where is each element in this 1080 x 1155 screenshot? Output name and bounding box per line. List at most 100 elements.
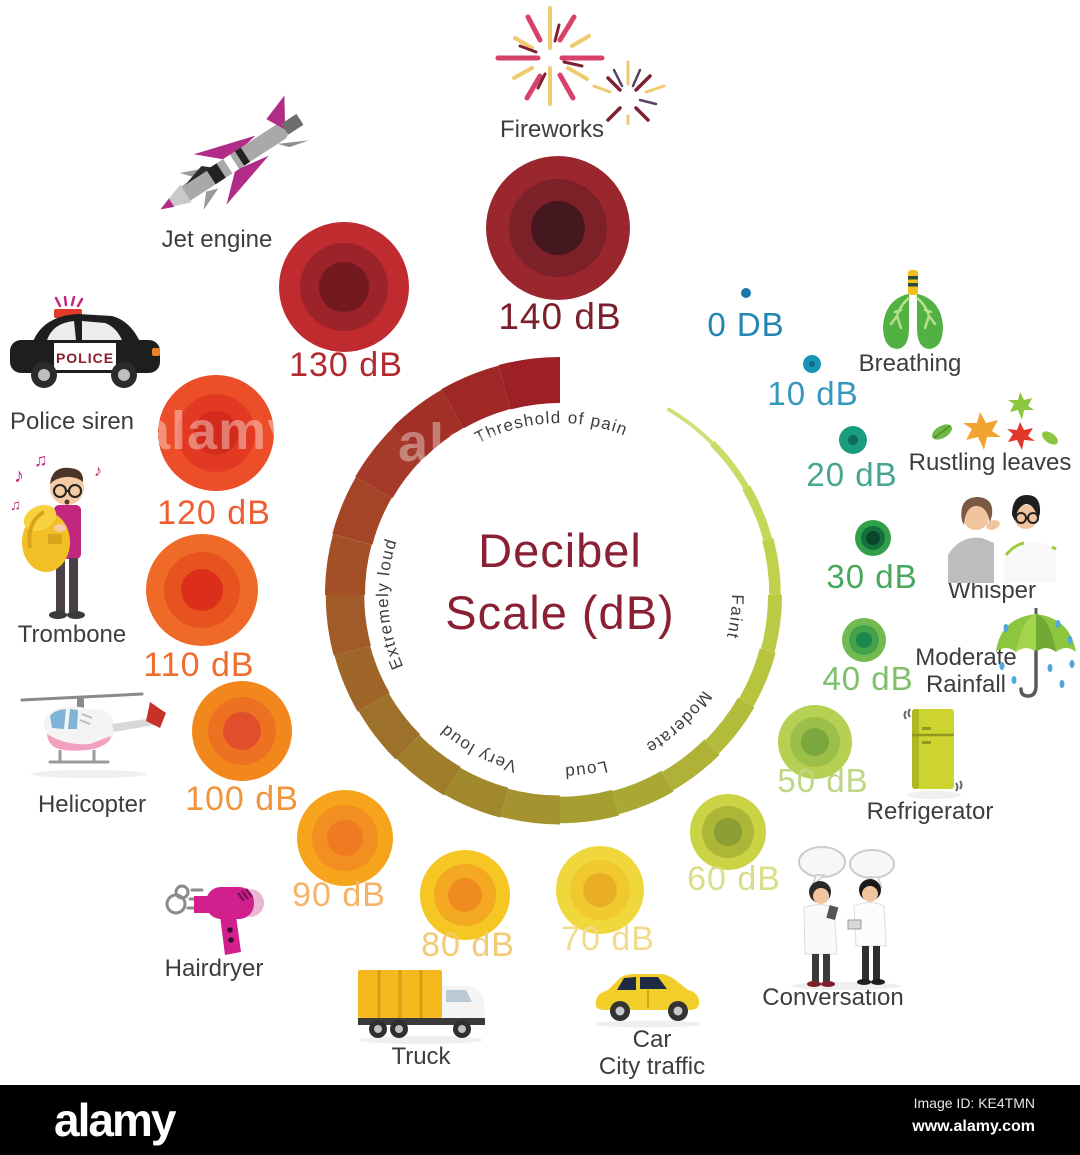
db-label-90: 90 dB [292, 876, 386, 914]
level-circle-60-core [713, 817, 743, 847]
level-circle-0 [741, 288, 751, 298]
police-car-text: POLICE [56, 350, 114, 366]
level-circle-0-core [744, 291, 748, 295]
music-note-icon: ♪ [94, 463, 102, 480]
hairdryer-icon [165, 884, 264, 955]
level-circle-140-mid [509, 179, 607, 277]
db-label-10: 10 dB [767, 375, 859, 412]
level-circle-20 [839, 426, 867, 454]
police-car-icon: POLICE [10, 296, 160, 388]
item-label-truck: Truck [391, 1043, 451, 1070]
level-circle-130-core [319, 262, 369, 312]
svg-text:Faint: Faint [723, 594, 747, 641]
db-label-100: 100 dB [185, 780, 299, 818]
level-circle-40-core [855, 631, 873, 649]
db-label-20: 20 dB [806, 456, 898, 493]
level-circle-60 [690, 794, 766, 870]
level-circle-30-mid [860, 525, 886, 551]
db-label-80: 80 dB [421, 926, 515, 964]
item-label-rustling-leaves: Rustling leaves [908, 449, 1072, 476]
arc-gradient-ring [324, 356, 783, 825]
level-circle-90-mid [312, 805, 378, 871]
db-label-120: 120 dB [157, 494, 271, 532]
level-circle-130-mid [299, 242, 389, 332]
level-circle-30-core [866, 531, 880, 545]
level-circle-120-mid [176, 393, 256, 473]
level-circle-130 [279, 222, 409, 352]
level-circle-90-core [326, 819, 364, 857]
music-note-icon: ♫ [10, 497, 21, 514]
level-circle-60-mid [702, 806, 754, 858]
level-circle-70-mid [570, 860, 630, 920]
db-label-140: 140 dB [498, 296, 622, 337]
item-label-city-traffic: City traffic [598, 1053, 706, 1080]
website-url: www.alamy.com [912, 1118, 1035, 1135]
level-circle-20-mid [843, 430, 863, 450]
level-circle-120 [158, 375, 274, 491]
level-circle-30 [855, 520, 891, 556]
trombone-player-icon: ♪ ♫ ♫ ♪ [10, 450, 102, 619]
level-circle-40 [842, 618, 886, 662]
arc-label-loud: Loud [564, 757, 609, 782]
level-circle-110-core [180, 568, 224, 612]
level-circle-110-mid [163, 551, 241, 629]
whisper-icon [948, 495, 1057, 583]
truck-icon [358, 970, 485, 1044]
footer-bar: alamy Image ID: KE4TMN www.alamy.com [0, 1085, 1080, 1155]
watermark-alamy: alamy [140, 401, 299, 461]
music-note-icon: ♫ [34, 450, 48, 470]
fighter-jet-icon [160, 95, 309, 210]
level-circle-70 [556, 846, 644, 934]
title-line-2: Scale (dB) [445, 586, 675, 639]
arc-label-faint: Faint [723, 594, 746, 641]
level-circle-100-mid [208, 697, 276, 765]
fireworks-icon [495, 6, 666, 125]
umbrella-rain-icon [996, 608, 1076, 698]
item-label-jet-engine: Jet engine [161, 226, 273, 253]
lungs-icon [883, 270, 943, 349]
car-icon [595, 974, 700, 1028]
level-circle-10 [803, 355, 821, 373]
item-label-breathing: Breathing [858, 350, 962, 377]
db-label-0: 0 DB [707, 306, 785, 343]
db-label-110: 110 dB [143, 646, 255, 684]
db-label-70: 70 dB [561, 920, 655, 958]
alamy-logo: alamy [54, 1094, 176, 1146]
level-circle-0-mid [742, 289, 750, 297]
image-id: Image ID: KE4TMN [913, 1095, 1035, 1111]
level-circle-50 [778, 705, 852, 779]
db-label-50: 50 dB [777, 762, 869, 799]
leaves-icon [932, 392, 1058, 450]
db-label-30: 30 dB [826, 558, 918, 595]
level-circle-100 [192, 681, 292, 781]
level-circle-80 [420, 850, 510, 940]
level-circle-50-mid [789, 716, 841, 768]
db-label-60: 60 dB [687, 860, 781, 898]
level-circle-10-core [808, 360, 816, 368]
item-label-hairdryer: Hairdryer [164, 955, 264, 982]
db-label-40: 40 dB [822, 660, 914, 697]
level-circle-40-mid [849, 625, 879, 655]
level-circle-70-core [583, 873, 617, 907]
level-circle-140 [486, 156, 630, 300]
level-circle-110 [146, 534, 258, 646]
refrigerator-icon [903, 708, 963, 799]
item-label-police-siren: Police siren [9, 408, 135, 435]
watermark-alamy: alamy [398, 413, 557, 473]
level-circle-120-core [193, 410, 239, 456]
title-line-1: Decibel [478, 524, 642, 577]
item-label-fireworks: Fireworks [499, 116, 604, 143]
item-label-refrigerator: Refrigerator [866, 798, 994, 825]
level-circle-20-core [847, 434, 859, 446]
helicopter-icon [20, 692, 166, 778]
db-label-130: 130 dB [289, 346, 403, 384]
level-circle-10-mid [805, 357, 819, 371]
page-title: Decibel Scale (dB) [360, 520, 760, 644]
level-circle-100-core [222, 711, 262, 751]
level-circle-140-core [530, 200, 586, 256]
level-circle-90 [297, 790, 393, 886]
conversation-icon [791, 846, 901, 990]
svg-text:Loud: Loud [564, 757, 610, 782]
